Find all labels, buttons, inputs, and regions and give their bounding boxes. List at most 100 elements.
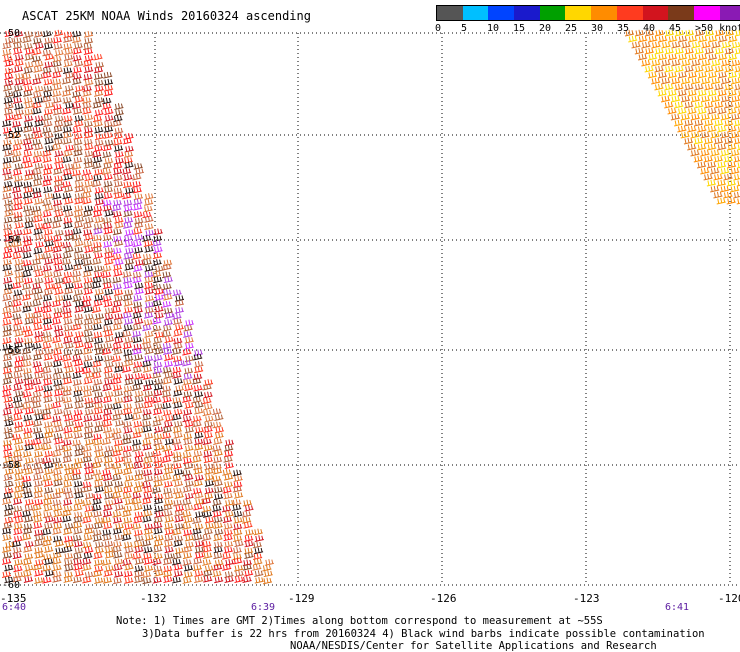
wind-barb [184, 420, 194, 428]
wind-barb [724, 65, 734, 73]
wind-barb [42, 168, 52, 176]
wind-barb [134, 535, 144, 543]
wind-barb [13, 65, 24, 73]
wind-barb [162, 426, 173, 434]
wind-barb [143, 528, 153, 535]
wind-barb [84, 492, 95, 500]
wind-barb [727, 53, 738, 61]
wind-barb [153, 276, 163, 284]
wind-barb [152, 419, 162, 427]
wind-barb [34, 277, 44, 285]
wind-barb [124, 161, 134, 169]
wind-barb [173, 389, 183, 397]
wind-barb [194, 511, 204, 519]
wind-barb [32, 427, 43, 434]
wind-barb [44, 53, 54, 61]
wind-barb [82, 197, 92, 205]
wind-barb [42, 306, 52, 314]
wind-barb [83, 534, 93, 542]
wind-barb [183, 462, 194, 470]
wind-barb [736, 180, 740, 187]
wind-barb [94, 186, 104, 194]
wind-barb [93, 300, 103, 307]
wind-barb [730, 131, 740, 139]
legend-label: 20 [539, 23, 552, 34]
wind-barb [244, 529, 255, 537]
wind-barb [103, 330, 114, 337]
wind-barb [152, 239, 162, 247]
wind-barb [700, 167, 710, 175]
wind-barb [113, 174, 123, 182]
wind-barb [114, 109, 124, 117]
wind-barb [132, 240, 142, 248]
wind-barb [42, 367, 52, 375]
wind-barb [143, 546, 153, 554]
wind-barb [74, 569, 84, 577]
wind-barb [14, 54, 24, 61]
wind-barb [94, 216, 104, 224]
wind-barb [112, 355, 122, 363]
wind-barb [42, 457, 52, 465]
wind-barb [32, 168, 42, 176]
wind-barb [134, 565, 144, 573]
wind-barb [73, 253, 83, 261]
wind-barb [143, 401, 153, 409]
wind-barb [62, 385, 72, 393]
wind-barb [173, 540, 183, 547]
wind-barb [22, 259, 32, 267]
wind-barb [33, 174, 43, 182]
wind-barb [172, 576, 182, 584]
wind-barb [113, 132, 123, 140]
legend-label: >50 knots [695, 23, 740, 34]
wind-barb [52, 551, 62, 559]
wind-barb [154, 331, 164, 339]
wind-barb [33, 228, 43, 236]
wind-barb [720, 95, 731, 103]
wind-barb [62, 445, 72, 452]
wind-barb [22, 228, 32, 236]
wind-barb [222, 516, 233, 524]
wind-barb [232, 547, 242, 554]
wind-barb [3, 84, 13, 92]
wind-barb [42, 71, 52, 79]
wind-barb [4, 150, 14, 157]
wind-barb [34, 413, 44, 421]
wind-barb [204, 522, 215, 530]
wind-barb [651, 77, 661, 85]
wind-barb [711, 77, 721, 85]
wind-barb [54, 444, 64, 452]
wind-barb [134, 390, 144, 398]
wind-barb [223, 522, 233, 530]
legend-swatch [488, 6, 515, 20]
wind-barb [32, 317, 43, 325]
wind-barb [94, 451, 104, 458]
wind-barb [201, 497, 212, 505]
wind-barb [123, 299, 133, 307]
wind-barb [22, 450, 32, 458]
wind-barb [93, 457, 103, 465]
wind-barb [102, 516, 112, 524]
wind-barb [72, 534, 82, 542]
wind-barb [710, 131, 720, 139]
wind-barb [43, 385, 53, 393]
wind-barb [204, 463, 214, 471]
wind-barb [133, 540, 143, 548]
wind-barb [233, 475, 243, 482]
wind-barb [22, 360, 32, 368]
wind-barb [43, 361, 53, 369]
wind-barb [223, 541, 234, 548]
wind-barb [723, 137, 734, 145]
wind-barb [3, 277, 13, 284]
wind-barb [104, 391, 114, 399]
wind-barb [144, 288, 154, 295]
lon-label: -129 [288, 592, 315, 605]
wind-barb [74, 306, 84, 313]
wind-barb [94, 348, 105, 356]
wind-barb [44, 145, 54, 153]
wind-barb [104, 546, 114, 554]
wind-barb [163, 503, 173, 511]
wind-barb [93, 391, 104, 399]
lat-label: -58 [2, 460, 20, 471]
wind-barb [42, 553, 52, 561]
wind-barb [698, 35, 708, 43]
